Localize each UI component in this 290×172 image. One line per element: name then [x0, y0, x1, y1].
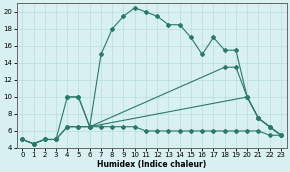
X-axis label: Humidex (Indice chaleur): Humidex (Indice chaleur) [97, 159, 206, 169]
